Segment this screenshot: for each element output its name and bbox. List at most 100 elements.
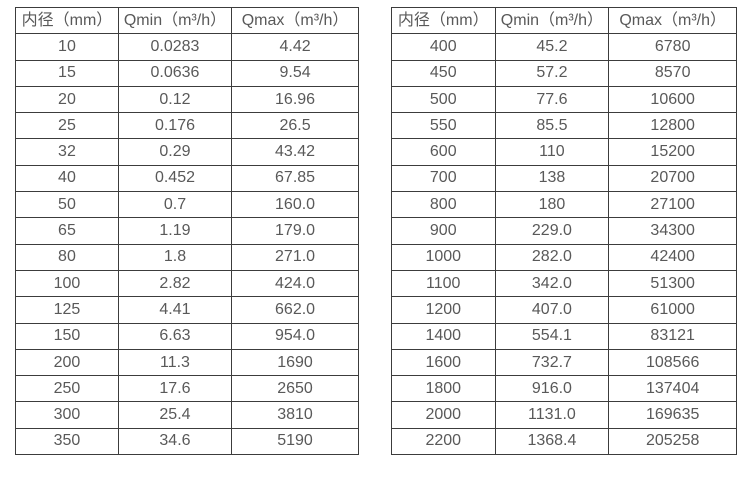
table-row: 500 77.6 10600 xyxy=(391,85,737,114)
table-cell: 1.8 xyxy=(117,243,233,271)
column-header: 内径（mm） xyxy=(391,6,496,35)
table-cell: 43.42 xyxy=(231,138,359,166)
table-cell: 108566 xyxy=(608,348,737,377)
table-cell: 100 xyxy=(15,269,119,298)
table-cell: 80 xyxy=(15,243,119,271)
column-header: Qmax（m³/h） xyxy=(608,6,737,35)
table-cell: 916.0 xyxy=(494,375,610,403)
table-cell: 250 xyxy=(15,375,119,403)
table-row: 15 0.0636 9.54 xyxy=(15,59,359,87)
table-cell: 450 xyxy=(391,59,496,87)
table-cell: 25.4 xyxy=(117,401,233,429)
table-cell: 42400 xyxy=(608,243,737,271)
table-cell: 2650 xyxy=(231,375,359,403)
table-cell: 15200 xyxy=(608,138,737,166)
table-row: 2000 1131.0 169635 xyxy=(391,401,737,429)
table-cell: 0.7 xyxy=(117,191,233,219)
table-cell: 1400 xyxy=(391,322,496,350)
table-cell: 550 xyxy=(391,112,496,140)
table-cell: 954.0 xyxy=(231,322,359,350)
table-cell: 1368.4 xyxy=(494,427,610,456)
header-row: 内径（mm） Qmin（m³/h） Qmax（m³/h） xyxy=(15,6,359,35)
table-row: 200 11.3 1690 xyxy=(15,348,359,377)
table-row: 125 4.41 662.0 xyxy=(15,296,359,324)
table-cell: 282.0 xyxy=(494,243,610,271)
table-cell: 16.96 xyxy=(231,85,359,114)
column-header: Qmin（m³/h） xyxy=(117,6,233,35)
table-row: 400 45.2 6780 xyxy=(391,33,737,61)
table-cell: 0.12 xyxy=(117,85,233,114)
flow-rate-table-large-diameters: 内径（mm） Qmin（m³/h） Qmax（m³/h） 400 45.2 6780 45… xyxy=(391,6,737,456)
table-cell: 2.82 xyxy=(117,269,233,298)
table-cell: 1600 xyxy=(391,348,496,377)
table-cell: 26.5 xyxy=(231,112,359,140)
table-cell: 57.2 xyxy=(494,59,610,87)
table-cell: 0.176 xyxy=(117,112,233,140)
table-cell: 200 xyxy=(15,348,119,377)
table-cell: 229.0 xyxy=(494,217,610,245)
column-header: Qmax（m³/h） xyxy=(231,6,359,35)
table-row: 2200 1368.4 205258 xyxy=(391,427,737,456)
table-cell: 160.0 xyxy=(231,191,359,219)
table-cell: 45.2 xyxy=(494,33,610,61)
table-cell: 0.0283 xyxy=(117,33,233,61)
table-cell: 125 xyxy=(15,296,119,324)
table-row: 250 17.6 2650 xyxy=(15,375,359,403)
table-cell: 900 xyxy=(391,217,496,245)
table-cell: 10 xyxy=(15,33,119,61)
table-cell: 65 xyxy=(15,217,119,245)
table-row: 150 6.63 954.0 xyxy=(15,322,359,350)
table-row: 1100 342.0 51300 xyxy=(391,269,737,298)
table-row: 20 0.12 16.96 xyxy=(15,85,359,114)
table-cell: 67.85 xyxy=(231,164,359,193)
table-row: 65 1.19 179.0 xyxy=(15,217,359,245)
table-cell: 205258 xyxy=(608,427,737,456)
table-cell: 32 xyxy=(15,138,119,166)
header-row: 内径（mm） Qmin（m³/h） Qmax（m³/h） xyxy=(391,6,737,35)
table-cell: 1131.0 xyxy=(494,401,610,429)
table-cell: 20700 xyxy=(608,164,737,193)
table-cell: 5190 xyxy=(231,427,359,456)
table-cell: 0.29 xyxy=(117,138,233,166)
table-row: 800 180 27100 xyxy=(391,191,737,219)
flow-rate-table-small-diameters: 内径（mm） Qmin（m³/h） Qmax（m³/h） 10 0.0283 4.42 1… xyxy=(15,6,359,456)
table-cell: 662.0 xyxy=(231,296,359,324)
table-cell: 0.452 xyxy=(117,164,233,193)
table-cell: 169635 xyxy=(608,401,737,429)
table-cell: 6780 xyxy=(608,33,737,61)
table-cell: 2200 xyxy=(391,427,496,456)
column-header: Qmin（m³/h） xyxy=(494,6,610,35)
table-cell: 424.0 xyxy=(231,269,359,298)
table-cell: 180 xyxy=(494,191,610,219)
table-cell: 34300 xyxy=(608,217,737,245)
table-row: 300 25.4 3810 xyxy=(15,401,359,429)
table-row: 1200 407.0 61000 xyxy=(391,296,737,324)
table-row: 1600 732.7 108566 xyxy=(391,348,737,377)
table-cell: 50 xyxy=(15,191,119,219)
table-cell: 15 xyxy=(15,59,119,87)
table-cell: 4.41 xyxy=(117,296,233,324)
table-cell: 2000 xyxy=(391,401,496,429)
table-row: 32 0.29 43.42 xyxy=(15,138,359,166)
table-cell: 12800 xyxy=(608,112,737,140)
table-cell: 271.0 xyxy=(231,243,359,271)
table-cell: 34.6 xyxy=(117,427,233,456)
table-cell: 600 xyxy=(391,138,496,166)
table-cell: 700 xyxy=(391,164,496,193)
table-cell: 1200 xyxy=(391,296,496,324)
table-row: 550 85.5 12800 xyxy=(391,112,737,140)
table-cell: 110 xyxy=(494,138,610,166)
table-cell: 1000 xyxy=(391,243,496,271)
table-cell: 40 xyxy=(15,164,119,193)
table-cell: 83121 xyxy=(608,322,737,350)
table-cell: 1100 xyxy=(391,269,496,298)
table-cell: 554.1 xyxy=(494,322,610,350)
column-header: 内径（mm） xyxy=(15,6,119,35)
table-cell: 51300 xyxy=(608,269,737,298)
table-cell: 350 xyxy=(15,427,119,456)
table-cell: 179.0 xyxy=(231,217,359,245)
table-row: 450 57.2 8570 xyxy=(391,59,737,87)
table-cell: 138 xyxy=(494,164,610,193)
table-cell: 17.6 xyxy=(117,375,233,403)
